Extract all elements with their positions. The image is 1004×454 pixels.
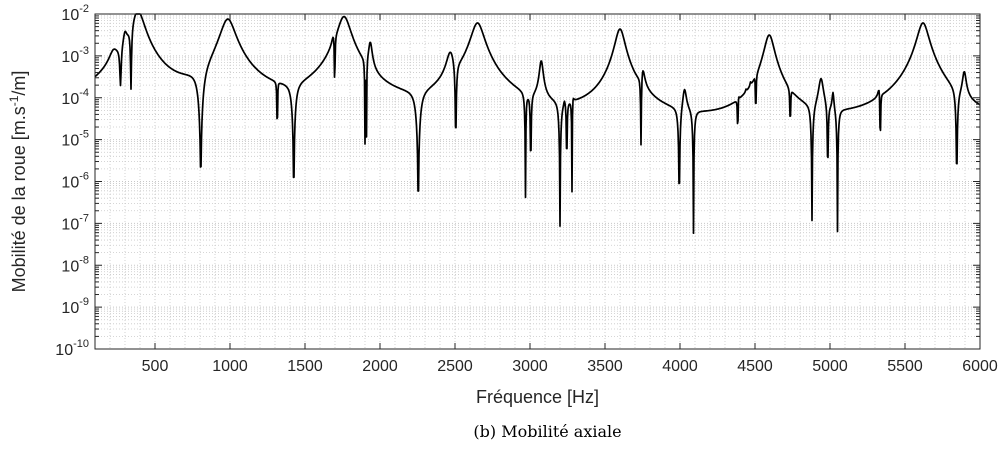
x-tick-label: 6000 xyxy=(962,358,998,375)
y-tick-label: 10-7 xyxy=(61,212,89,233)
x-tick-label: 3500 xyxy=(587,358,623,375)
y-tick-label: 10-8 xyxy=(61,254,89,275)
y-tick-label: 10-6 xyxy=(61,171,89,192)
x-tick-label: 3000 xyxy=(512,358,548,375)
x-tick-label: 500 xyxy=(142,358,169,375)
minor-grid xyxy=(95,14,980,349)
y-axis-label-exponent: -1 xyxy=(7,95,21,106)
x-tick-label: 5500 xyxy=(887,358,923,375)
x-tick-label: 4000 xyxy=(662,358,698,375)
x-tick-labels: 500 1000 1500 2000 2500 3000 3500 4000 4500 5000 5… xyxy=(142,358,998,375)
y-tick-label: 10-2 xyxy=(61,3,89,24)
y-tick-label: 10-5 xyxy=(61,129,89,150)
x-tick-label: 2500 xyxy=(437,358,473,375)
y-tick-label: 10-9 xyxy=(61,296,89,317)
y-tick-label: 10-3 xyxy=(61,45,89,66)
y-axis-label-main: Mobilité de la roue [m.s xyxy=(9,106,29,292)
y-tick-labels: 10-10 10-9 10-8 10-7 10-6 10-5 10-4 10-3 10-2 xyxy=(55,3,89,359)
x-tick-label: 5000 xyxy=(812,358,848,375)
tick-marks xyxy=(95,13,981,350)
mobility-curve xyxy=(94,13,981,235)
x-axis-label: Fréquence [Hz] xyxy=(476,387,599,407)
figure-caption: (b) Mobilité axiale xyxy=(473,422,621,441)
x-tick-label: 2000 xyxy=(362,358,398,375)
major-grid xyxy=(95,13,981,350)
y-tick-label: 10-4 xyxy=(61,87,89,108)
x-tick-label: 4500 xyxy=(737,358,773,375)
y-axis-label: Mobilité de la roue [m.s-1/m] xyxy=(7,71,29,293)
y-tick-label: 10-10 xyxy=(55,338,89,359)
x-tick-label: 1000 xyxy=(212,358,248,375)
x-tick-label: 1500 xyxy=(287,358,323,375)
y-axis-label-unit: /m] xyxy=(9,71,29,96)
